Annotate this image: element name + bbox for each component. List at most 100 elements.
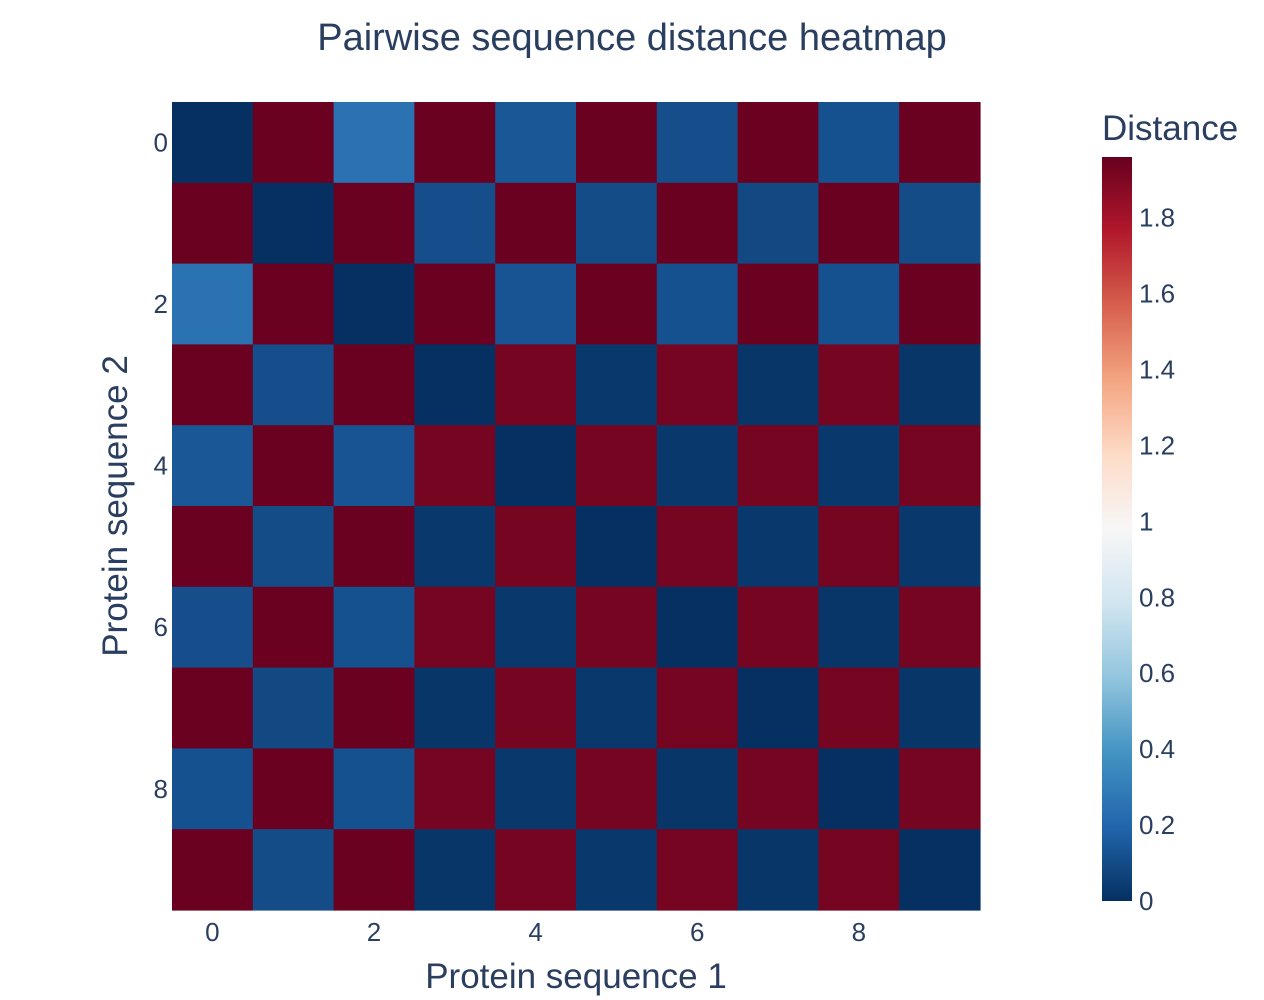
heatmap-cell	[899, 586, 981, 669]
heatmap-cell	[818, 667, 900, 749]
heatmap-cell	[495, 667, 577, 749]
y-tick-label: 6	[154, 612, 168, 642]
x-tick-label: 0	[205, 917, 219, 947]
heatmap-cell	[576, 102, 658, 184]
colorbar-ticks: 0 0.2 0.4 0.6 0.8 1 1.2 1.4 1.6 1.8	[1139, 203, 1175, 916]
x-axis-ticks: 0 2 4 6 8	[205, 917, 866, 947]
heatmap-cell	[576, 586, 658, 669]
heatmap-cell	[333, 182, 415, 265]
heatmap-cell	[414, 344, 496, 426]
heatmap-cell	[252, 263, 335, 345]
y-axis-title: Protein sequence 2	[96, 355, 135, 657]
heatmap-cell	[656, 667, 739, 749]
y-tick-label: 0	[154, 127, 168, 157]
heatmap-cell	[656, 263, 739, 345]
heatmap-cell	[818, 506, 900, 588]
heatmap-cell	[172, 586, 254, 669]
colorbar-tick-label: 1.6	[1139, 279, 1175, 309]
heatmap-cell	[818, 182, 900, 265]
heatmap-cell	[899, 506, 981, 588]
heatmap-cell	[414, 102, 496, 184]
heatmap-cell	[495, 263, 577, 345]
heatmap-cell	[576, 425, 658, 507]
heatmap-cell	[576, 344, 658, 426]
x-tick-label: 4	[528, 917, 542, 947]
heatmap-cell	[818, 586, 900, 669]
heatmap-cell	[172, 182, 254, 265]
heatmap-cell	[737, 506, 819, 588]
heatmap-cell	[656, 506, 739, 588]
heatmap-cell	[656, 102, 739, 184]
heatmap-cell	[252, 506, 335, 588]
y-tick-label: 4	[154, 451, 168, 481]
heatmap-cell	[252, 667, 335, 749]
heatmap-cell	[333, 506, 415, 588]
colorbar-tick-label: 0.8	[1139, 582, 1175, 612]
heatmap-cell	[818, 263, 900, 345]
heatmap-cell	[495, 425, 577, 507]
heatmap-cell	[656, 344, 739, 426]
heatmap-cell	[414, 748, 496, 830]
heatmap-cell	[495, 506, 577, 588]
heatmap-cell	[252, 182, 335, 265]
heatmap-cell	[333, 586, 415, 669]
chart-title: Pairwise sequence distance heatmap	[317, 17, 947, 59]
heatmap-cell	[737, 182, 819, 265]
heatmap-cell	[576, 748, 658, 830]
heatmap-cell	[656, 748, 739, 830]
heatmap-cell	[899, 748, 981, 830]
heatmap-cell	[899, 102, 981, 184]
heatmap-cell	[414, 667, 496, 749]
colorbar-tick-label: 1	[1139, 506, 1153, 536]
heatmap-cell	[899, 667, 981, 749]
heatmap-cell	[414, 586, 496, 669]
colorbar-tick-label: 1.8	[1139, 203, 1175, 233]
heatmap-cell	[172, 506, 254, 588]
heatmap-cell	[333, 829, 415, 911]
x-axis-title: Protein sequence 1	[425, 957, 727, 996]
x-tick-label: 6	[690, 917, 704, 947]
colorbar-tick-label: 0.6	[1139, 658, 1175, 688]
heatmap-cell	[818, 425, 900, 507]
heatmap-cell	[333, 667, 415, 749]
heatmap-cell	[737, 748, 819, 830]
y-axis-ticks: 0 2 4 6 8	[154, 127, 168, 803]
x-tick-label: 2	[367, 917, 381, 947]
heatmap-cell	[252, 344, 335, 426]
heatmap-cells	[172, 102, 981, 911]
heatmap-cell	[576, 263, 658, 345]
heatmap-cell	[333, 102, 415, 184]
heatmap-cell	[252, 102, 335, 184]
heatmap-cell	[656, 829, 739, 911]
heatmap-cell	[737, 263, 819, 345]
heatmap-cell	[333, 425, 415, 507]
heatmap-cell	[333, 748, 415, 830]
heatmap-cell	[818, 102, 900, 184]
heatmap-cell	[576, 506, 658, 588]
heatmap-cell	[172, 829, 254, 911]
heatmap-cell	[899, 425, 981, 507]
colorbar	[1102, 157, 1132, 901]
y-tick-label: 8	[154, 774, 168, 804]
heatmap-cell	[172, 102, 254, 184]
heatmap-cell	[656, 425, 739, 507]
y-tick-label: 2	[154, 289, 168, 319]
heatmap-cell	[576, 182, 658, 265]
colorbar-tick-label: 1.2	[1139, 430, 1175, 460]
heatmap-cell	[818, 748, 900, 830]
heatmap-cell	[656, 586, 739, 669]
heatmap-cell	[172, 748, 254, 830]
heatmap-cell	[495, 102, 577, 184]
colorbar-tick-label: 0.4	[1139, 734, 1175, 764]
heatmap-cell	[333, 263, 415, 345]
heatmap-cell	[252, 425, 335, 507]
heatmap-cell	[172, 425, 254, 507]
heatmap-cell	[495, 829, 577, 911]
colorbar-tick-label: 0	[1139, 886, 1153, 916]
heatmap-cell	[172, 344, 254, 426]
heatmap-cell	[495, 182, 577, 265]
colorbar-title: Distance	[1102, 109, 1238, 148]
heatmap-cell	[818, 344, 900, 426]
heatmap-cell	[899, 829, 981, 911]
